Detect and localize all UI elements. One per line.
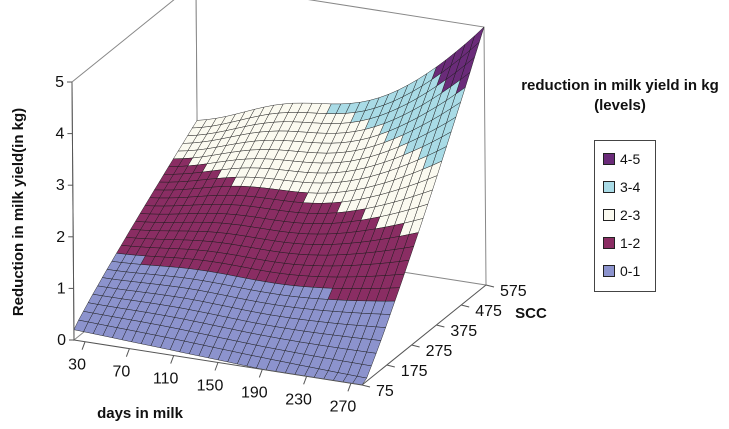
x-tick	[170, 355, 175, 364]
x-tick-label: 110	[153, 371, 179, 388]
z-tick-label: 5	[55, 74, 64, 91]
legend-label: 1-2	[620, 235, 641, 251]
z-tick-label: 4	[55, 126, 64, 143]
z-tick-label: 2	[56, 229, 65, 246]
y-tick	[436, 324, 445, 328]
legend-label: 3-4	[620, 179, 641, 195]
x-tick-label: 70	[112, 364, 130, 381]
legend-swatch	[603, 265, 615, 277]
z-axis-line	[71, 81, 75, 341]
legend-item: 0-1	[603, 261, 640, 281]
y-tick-label: 75	[376, 383, 394, 400]
surface-cell	[73, 319, 89, 332]
x-tick-label: 150	[197, 378, 224, 395]
y-axis-line	[361, 284, 487, 386]
legend-swatch	[603, 181, 615, 193]
legend-item: 4-5	[603, 149, 640, 169]
legend-label: 4-5	[620, 151, 641, 167]
legend: 4-5 3-4 2-3 1-2 0-1	[594, 140, 656, 292]
x-tick	[214, 362, 219, 371]
legend-swatch	[603, 237, 615, 249]
z-axis-title: Reduction in milk yield(in kg)	[10, 108, 27, 316]
y-tick	[411, 344, 420, 348]
y-tick	[361, 384, 371, 388]
legend-swatch	[603, 153, 615, 165]
chart-axes	[67, 81, 495, 392]
y-axis-title: SCC	[515, 305, 547, 322]
tick-labels: 0 1 2 3 4 5 30 70 110 150 190 230 270 75 175 275 375 475 5…	[55, 74, 527, 415]
y-tick	[485, 284, 495, 288]
x-tick	[347, 383, 352, 392]
y-tick-label: 275	[426, 343, 453, 360]
x-tick-label: 190	[241, 384, 268, 401]
x-tick	[81, 341, 86, 350]
y-tick-label: 475	[475, 303, 502, 320]
x-tick	[303, 376, 308, 385]
legend-item: 3-4	[603, 177, 640, 197]
x-tick-label: 30	[68, 357, 86, 374]
legend-item: 2-3	[603, 205, 640, 225]
x-axis-title: days in milk	[97, 405, 184, 422]
y-tick	[461, 304, 470, 308]
y-tick-label: 375	[450, 323, 477, 340]
x-tick-label: 270	[330, 398, 357, 415]
z-tick-label: 3	[56, 177, 65, 194]
legend-swatch	[603, 209, 615, 221]
y-tick-label: 575	[500, 283, 527, 300]
z-tick-label: 1	[57, 280, 66, 297]
x-tick	[258, 369, 263, 378]
z-tick-label: 0	[57, 332, 66, 349]
surface-mesh	[73, 26, 485, 386]
legend-label: 2-3	[620, 207, 641, 223]
legend-item: 1-2	[603, 233, 640, 253]
legend-label: 0-1	[620, 263, 641, 279]
y-tick	[386, 364, 395, 368]
legend-title: reduction in milk yield in kg (levels)	[521, 77, 719, 114]
y-tick-label: 175	[401, 363, 428, 380]
x-tick-label: 230	[285, 391, 312, 408]
x-tick	[125, 348, 130, 357]
